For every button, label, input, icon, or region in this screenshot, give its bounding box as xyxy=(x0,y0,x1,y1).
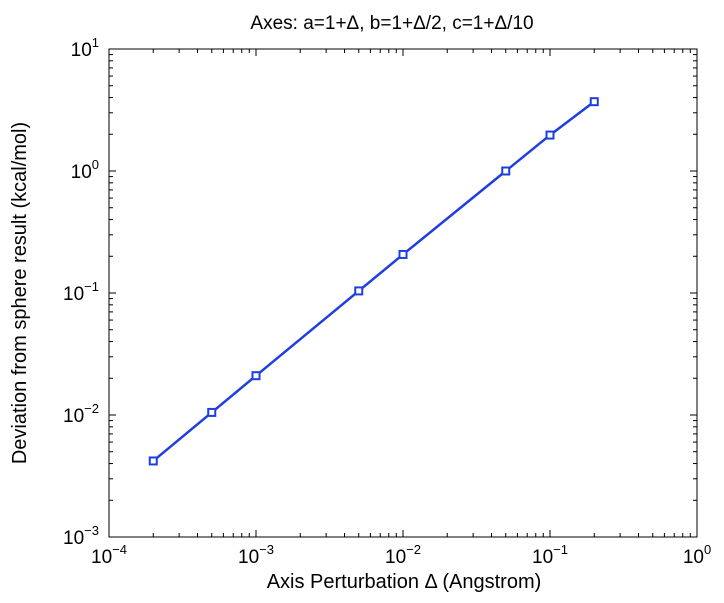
data-point-marker xyxy=(398,249,408,259)
x-tick-labels: 10−4 10−3 10−2 10−1 100 xyxy=(91,542,711,568)
y-tick-label: 10−1 xyxy=(63,279,99,305)
series-layer xyxy=(148,97,599,466)
x-tick-label: 10−1 xyxy=(532,542,568,568)
data-point-marker xyxy=(207,407,217,417)
y-axis-label: Deviation from sphere result (kcal/mol) xyxy=(9,122,31,464)
y-tick-labels: 10−3 10−2 10−1 100 101 xyxy=(63,35,99,549)
data-point-marker xyxy=(251,371,261,381)
x-tick-label: 10−2 xyxy=(385,542,421,568)
series-line xyxy=(152,100,596,462)
data-point-marker xyxy=(545,130,555,140)
data-point-marker xyxy=(354,286,364,296)
x-tick-label: 100 xyxy=(683,542,711,568)
y-tick-label: 101 xyxy=(71,35,99,61)
y-tick-label: 10−2 xyxy=(63,401,99,427)
x-tick-label: 10−3 xyxy=(238,542,274,568)
data-point-marker xyxy=(589,97,599,107)
plot-frame xyxy=(108,48,698,538)
y-tick-label: 100 xyxy=(71,157,99,183)
plot-area xyxy=(109,49,697,537)
data-point-marker xyxy=(148,456,158,466)
x-axis-label: Axis Perturbation Δ (Angstrom) xyxy=(267,571,542,593)
data-point-marker xyxy=(501,166,511,176)
y-tick-label: 10−3 xyxy=(63,523,99,549)
x-tick-label: 10−4 xyxy=(91,542,127,568)
chart-title: Axes: a=1+Δ, b=1+Δ/2, c=1+Δ/10 xyxy=(250,13,533,34)
minor-ticks xyxy=(109,49,697,537)
